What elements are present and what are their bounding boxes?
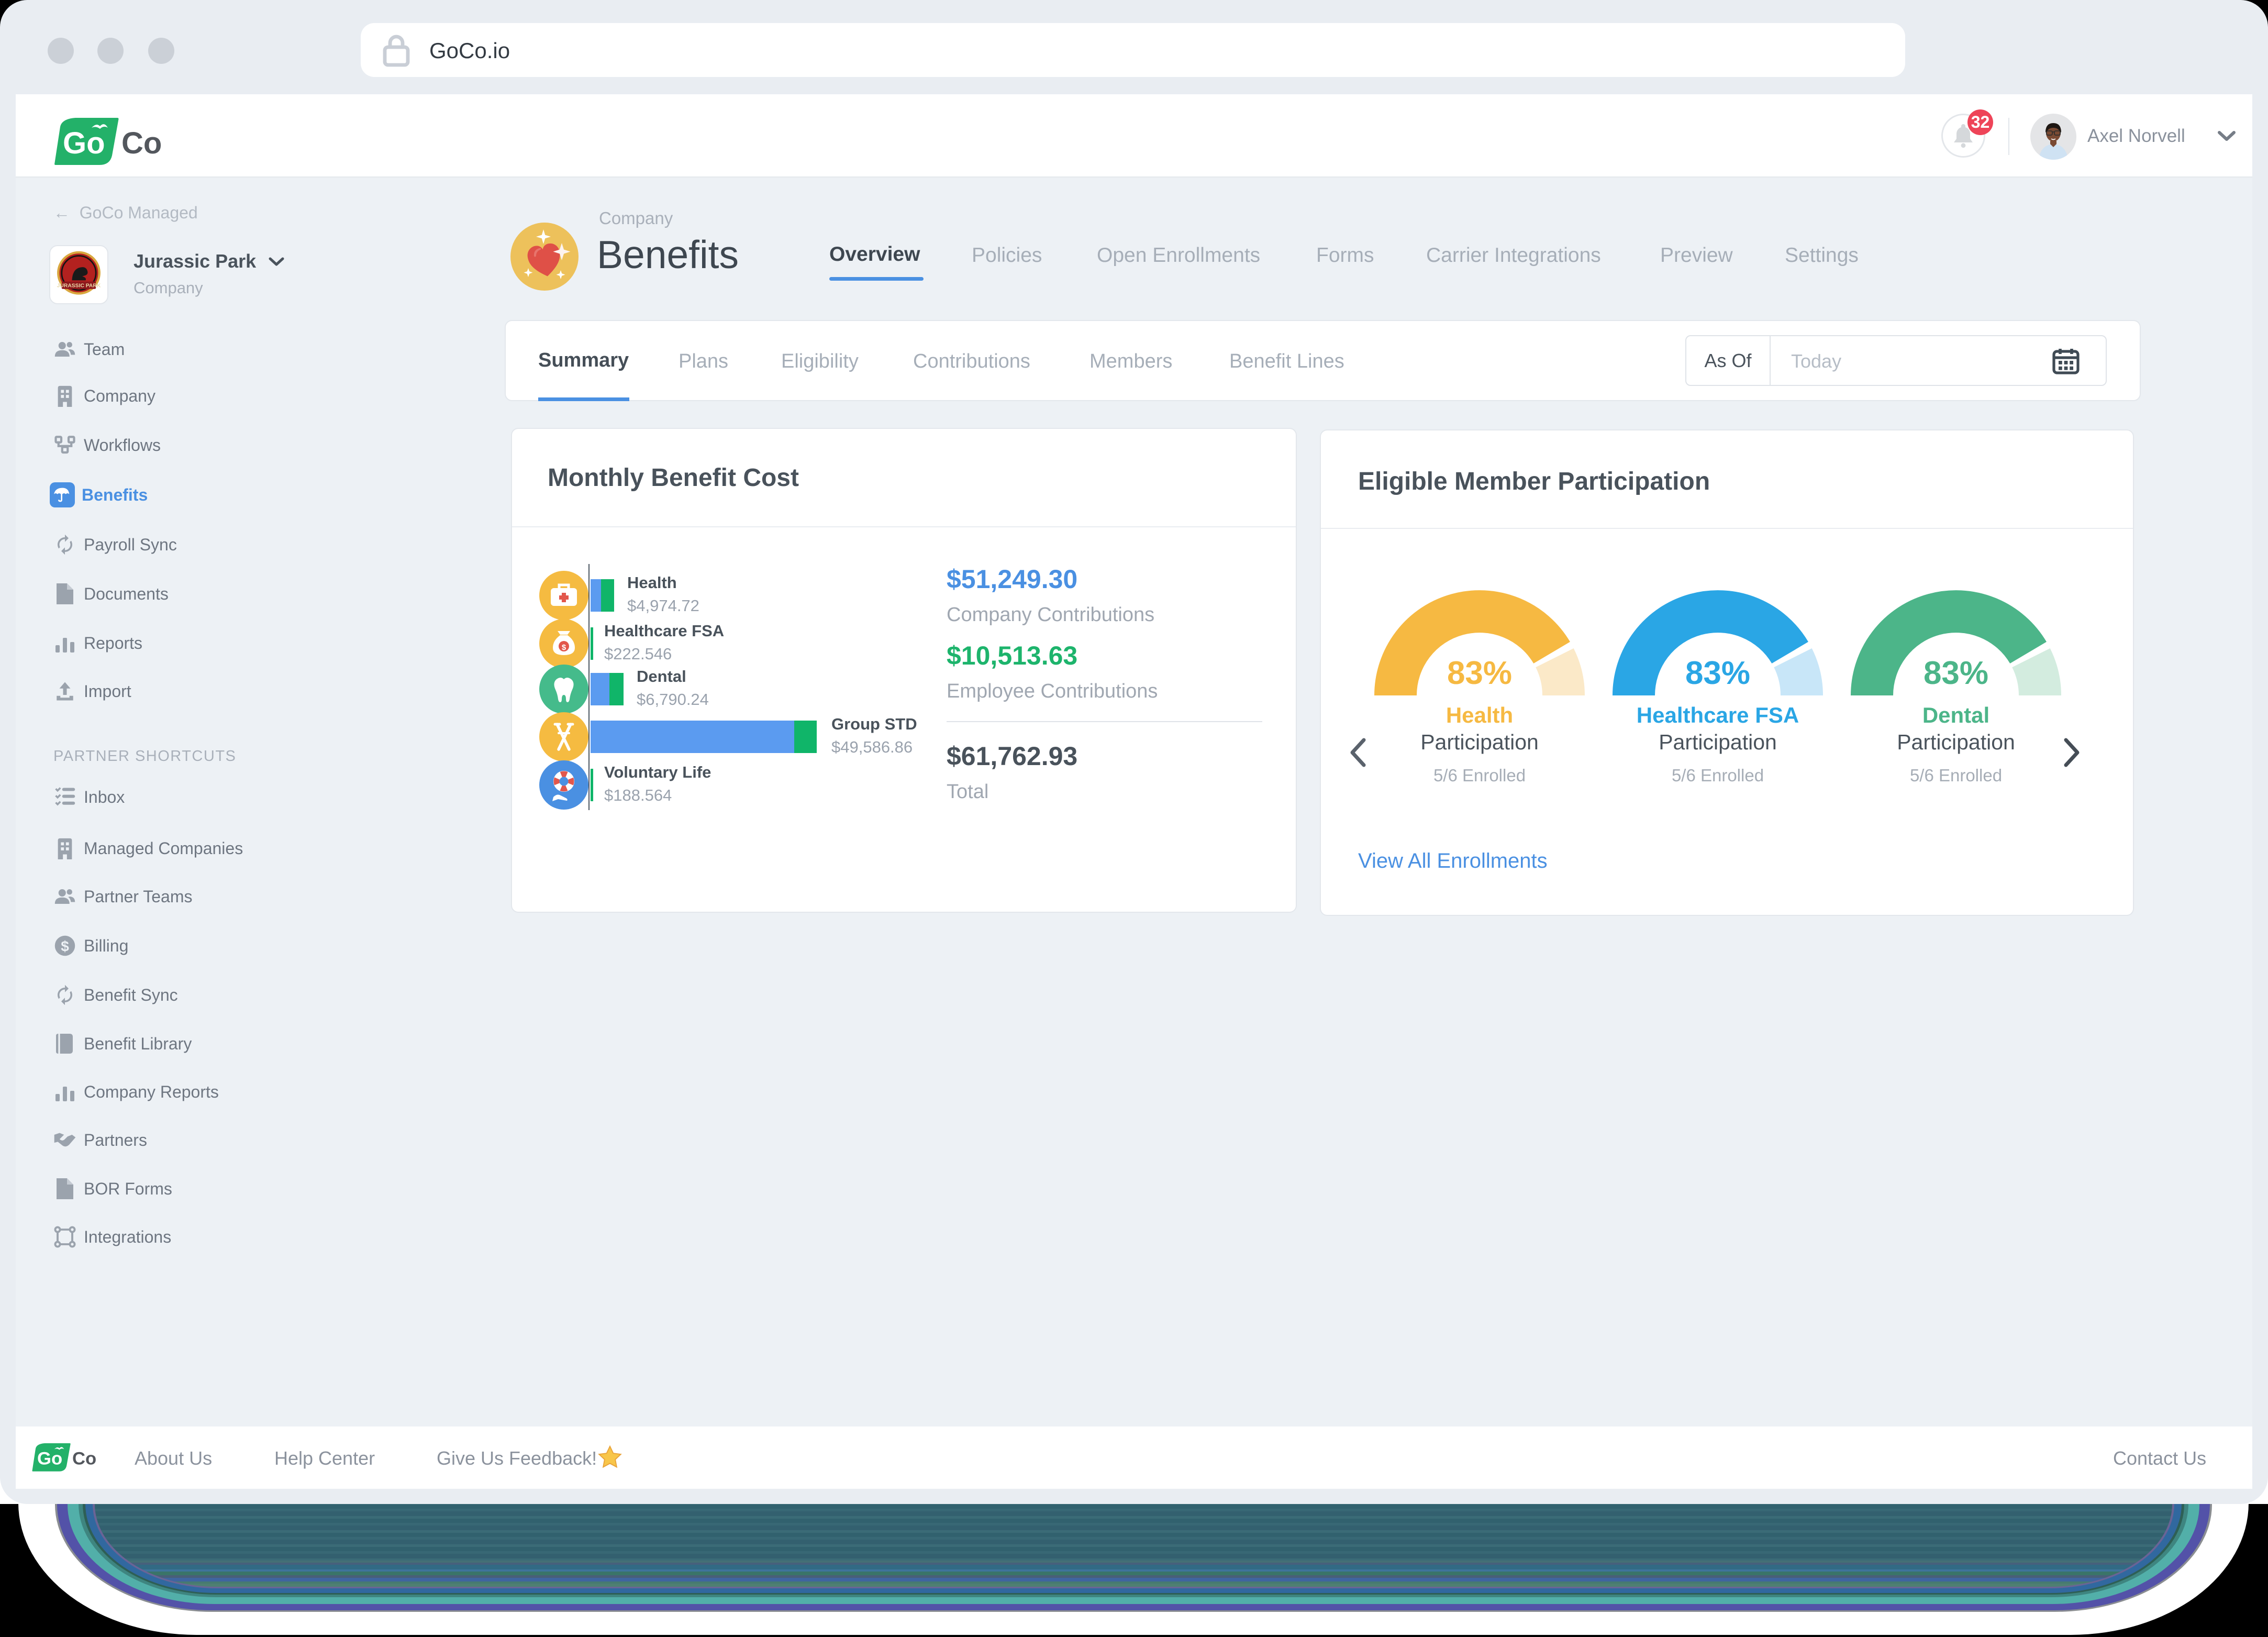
- svg-text:Co: Co: [72, 1449, 96, 1469]
- svg-text:Go: Go: [63, 126, 105, 160]
- svg-text:$: $: [61, 938, 69, 955]
- svg-text:Co: Co: [121, 126, 162, 160]
- svg-text:Go: Go: [37, 1449, 62, 1469]
- svg-text:JURASSIC PARK: JURASSIC PARK: [57, 283, 101, 289]
- svg-text:$: $: [562, 643, 566, 652]
